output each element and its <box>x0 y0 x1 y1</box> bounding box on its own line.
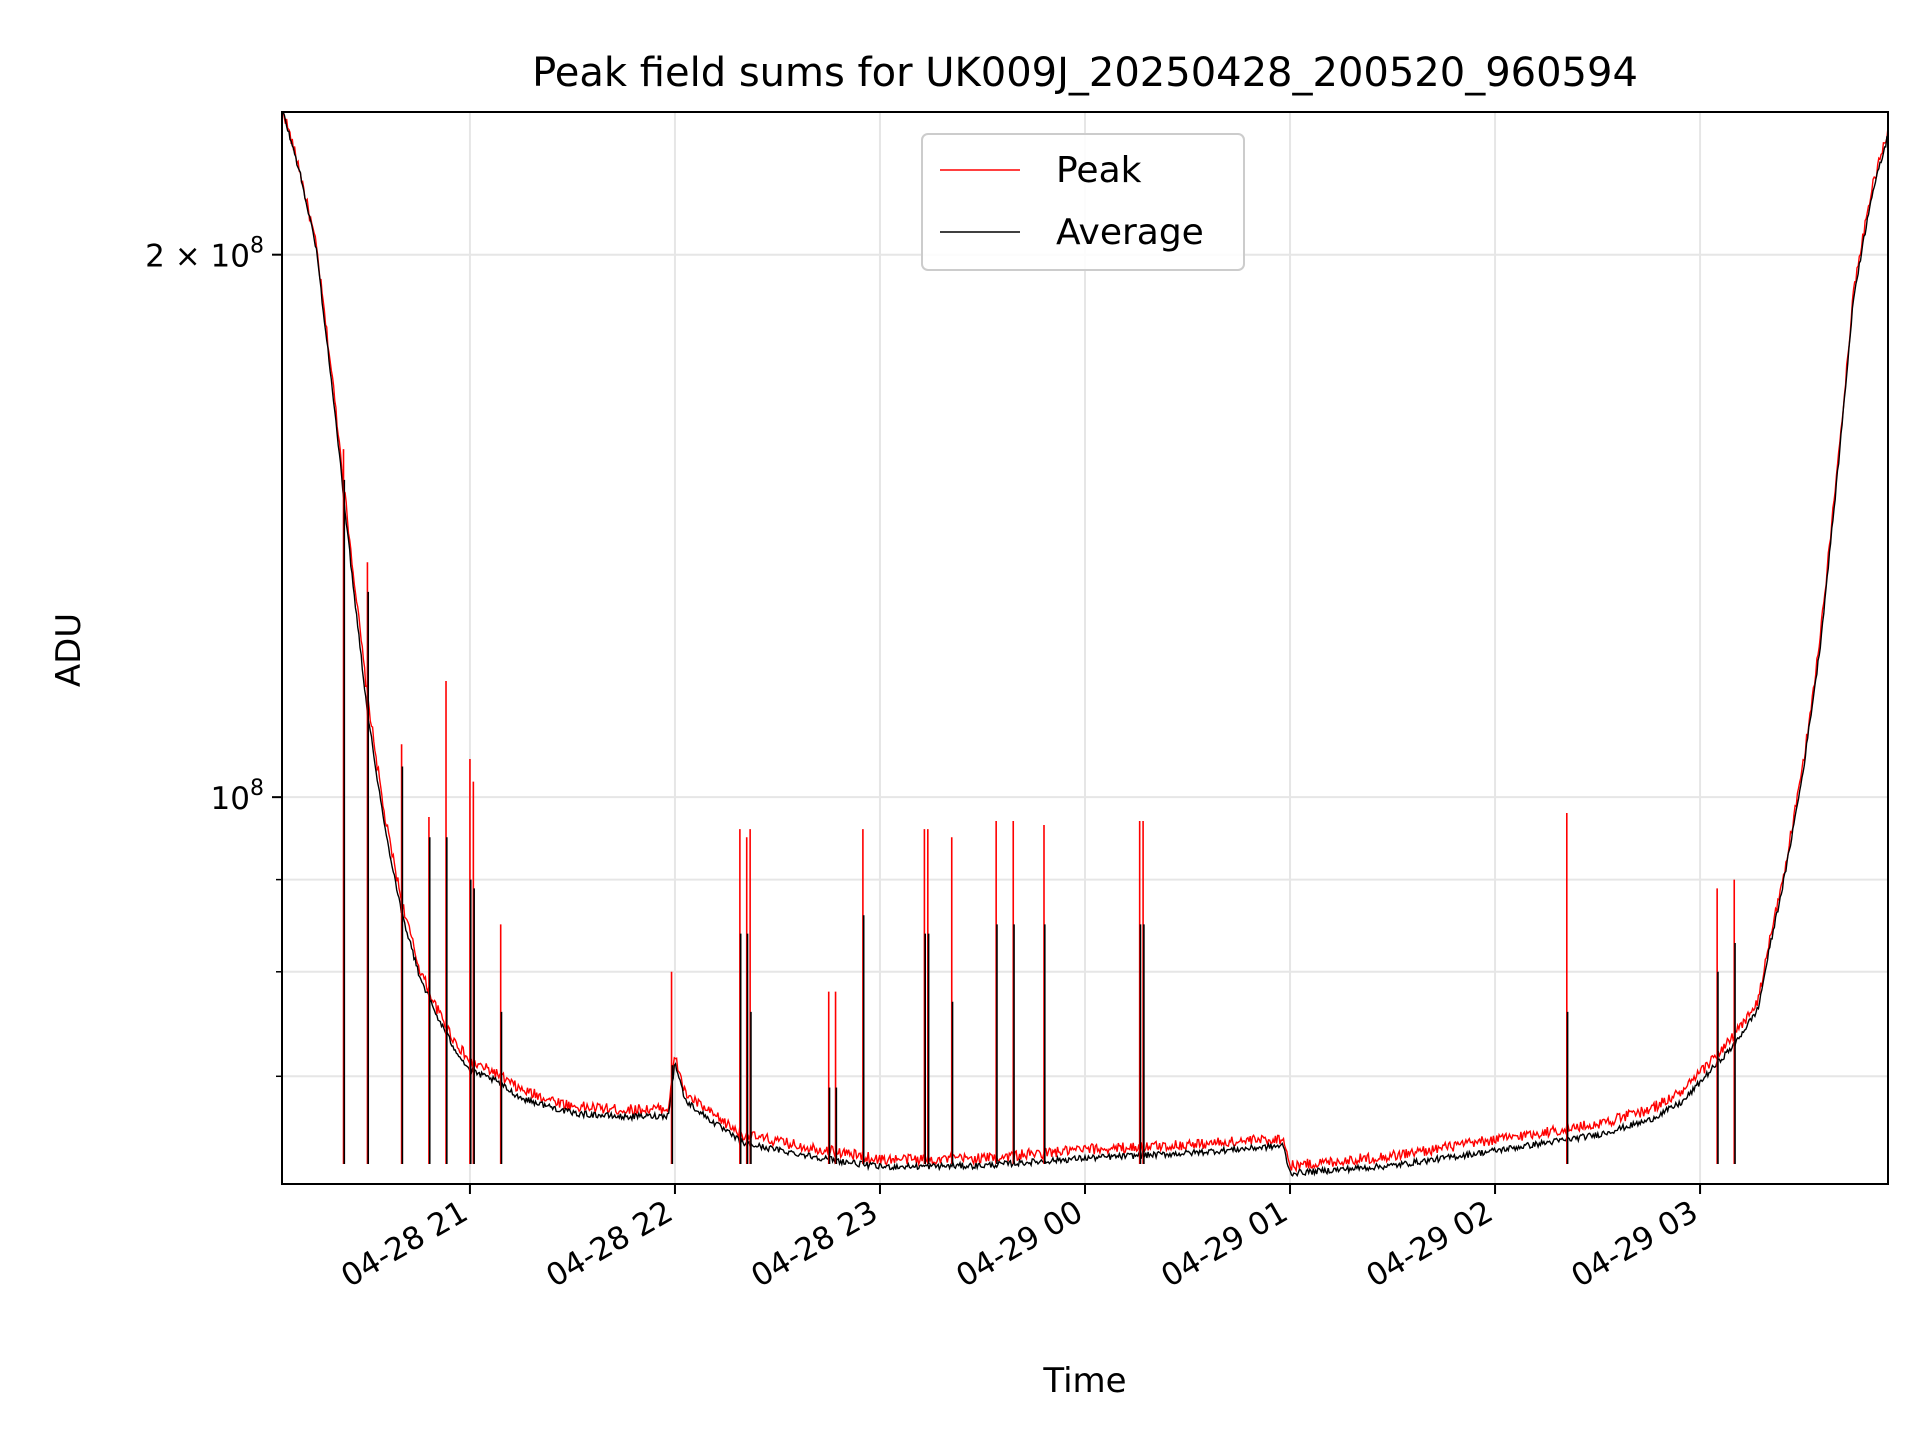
series-line-peak <box>282 112 1888 1173</box>
series-line-average <box>282 112 1888 1178</box>
y-tick-label: 108 <box>211 776 264 817</box>
x-axis-label: Time <box>1042 1361 1126 1401</box>
y-axis-label: ADU <box>49 613 89 687</box>
series-layer <box>282 112 1888 1178</box>
y-tick-label: 2 × 108 <box>145 234 264 275</box>
legend: Peak Average <box>921 133 1245 271</box>
legend-label-peak: Peak <box>1056 150 1142 191</box>
legend-box <box>921 133 1245 271</box>
grid <box>282 112 1888 1184</box>
chart-title: Peak field sums for UK009J_20250428_2005… <box>532 50 1638 96</box>
legend-label-average: Average <box>1056 212 1204 253</box>
